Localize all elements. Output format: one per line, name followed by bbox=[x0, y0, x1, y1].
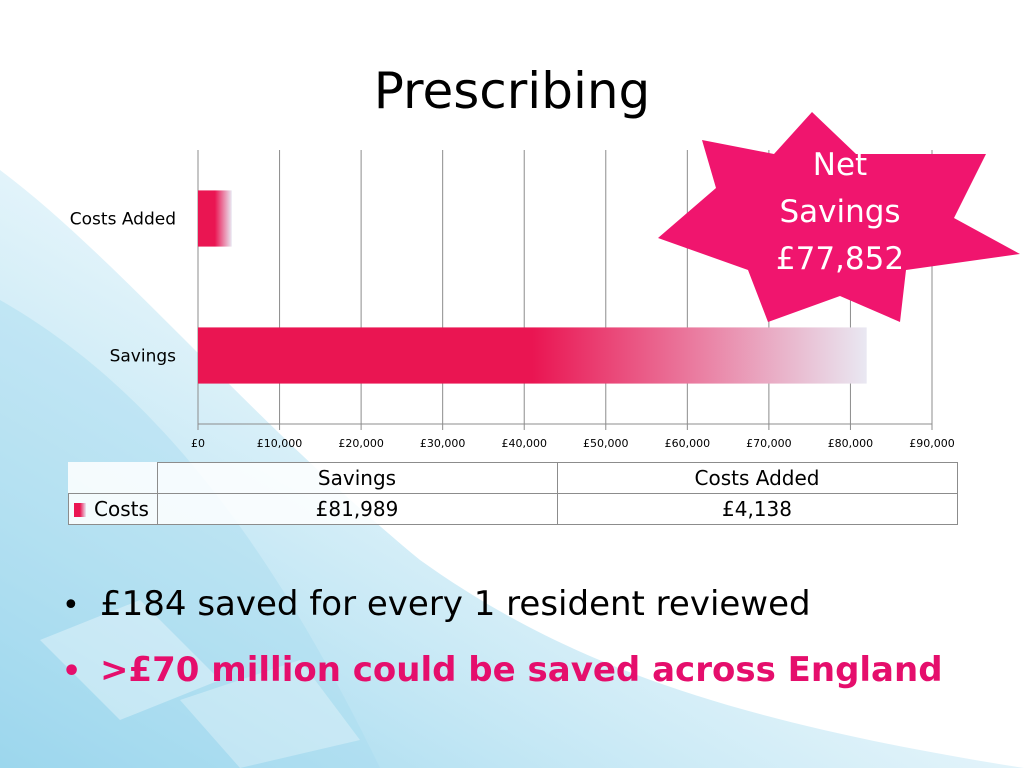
x-tick-label: £60,000 bbox=[665, 437, 711, 450]
table-header-savings: Savings bbox=[156, 462, 558, 494]
table-header-row: Savings Costs Added bbox=[68, 462, 958, 494]
net-savings-line-1: Net bbox=[812, 147, 868, 183]
x-tick-label: £30,000 bbox=[420, 437, 466, 450]
slide-title: Prescribing bbox=[373, 62, 651, 120]
x-tick-label: £10,000 bbox=[257, 437, 303, 450]
net-savings-line-2: Savings bbox=[779, 194, 901, 230]
bullet-item: • £184 saved for every 1 resident reviewe… bbox=[62, 572, 943, 638]
bullet-dot-icon: • bbox=[62, 588, 80, 623]
table-corner-cell bbox=[68, 462, 158, 494]
bullet-text: >£70 million could be saved across Engla… bbox=[100, 650, 943, 690]
bar-chart: £0 £10,000 £20,000 £30,000 £40,000 £50,000 £60… bbox=[70, 150, 955, 450]
net-savings-text: Net Savings £77,852 bbox=[740, 142, 940, 283]
x-tick-label: £50,000 bbox=[583, 437, 629, 450]
chart-data-table: Savings Costs Added Costs £81,989 £4,138 bbox=[68, 462, 958, 525]
category-label: Savings bbox=[110, 347, 177, 367]
table-cell-costs-added: £4,138 bbox=[556, 493, 958, 525]
table-row-header: Costs bbox=[68, 493, 158, 525]
x-tick-label: £70,000 bbox=[746, 437, 792, 450]
bullet-item: • >£70 million could be saved across Engl… bbox=[62, 638, 943, 704]
legend-key-icon bbox=[74, 503, 86, 517]
bullet-dot-icon: • bbox=[62, 654, 82, 689]
bar-costs-added bbox=[198, 190, 232, 247]
bar-savings bbox=[198, 327, 867, 384]
x-tick-label: £40,000 bbox=[501, 437, 547, 450]
table-header-costs-added: Costs Added bbox=[556, 462, 958, 494]
table-row-label: Costs bbox=[94, 497, 149, 521]
net-savings-value: £77,852 bbox=[775, 241, 905, 277]
x-tick-label: £90,000 bbox=[909, 437, 955, 450]
x-tick-label: £0 bbox=[191, 437, 205, 450]
x-tick-label: £20,000 bbox=[338, 437, 384, 450]
category-label: Costs Added bbox=[70, 210, 176, 230]
bullet-text: £184 saved for every 1 resident reviewed bbox=[100, 584, 811, 624]
table-row: Costs £81,989 £4,138 bbox=[68, 493, 958, 525]
net-savings-burst bbox=[658, 112, 1020, 322]
x-tick-label: £80,000 bbox=[828, 437, 874, 450]
table-cell-savings: £81,989 bbox=[156, 493, 558, 525]
bullet-list: • £184 saved for every 1 resident reviewe… bbox=[62, 572, 943, 704]
